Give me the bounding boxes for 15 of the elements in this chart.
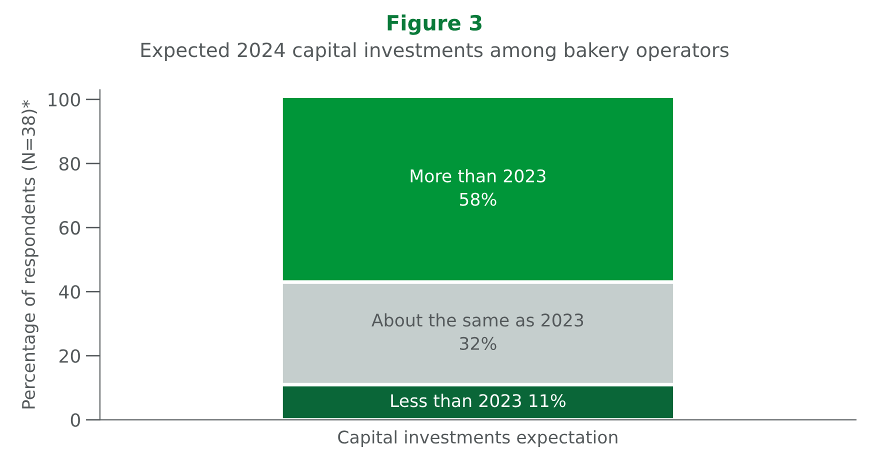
text: Less than 2023 11%: [391, 394, 566, 408]
series-label: More than 2023: [410, 169, 546, 182]
y-tick-label: 20: [60, 349, 80, 363]
chart-title: Figure 3: [388, 14, 482, 35]
y-tick-label: 100: [48, 92, 80, 107]
data-label: 32%: [460, 336, 496, 350]
y-tick-label: 0: [70, 413, 80, 427]
data-label: 58%: [460, 192, 496, 206]
series-label: About the same as 2023: [372, 313, 584, 327]
y-axis-title: Percentage of respondents (N=38)*: [22, 100, 38, 408]
y-tick-label: 60: [59, 221, 80, 235]
chart-subtitle: Expected 2024 capital investments among bakery operators: [141, 42, 729, 62]
y-tick-label: 40: [59, 285, 80, 299]
y-tick-label: 80: [59, 156, 80, 171]
x-axis-title: Capital investments expectation: [338, 430, 618, 448]
